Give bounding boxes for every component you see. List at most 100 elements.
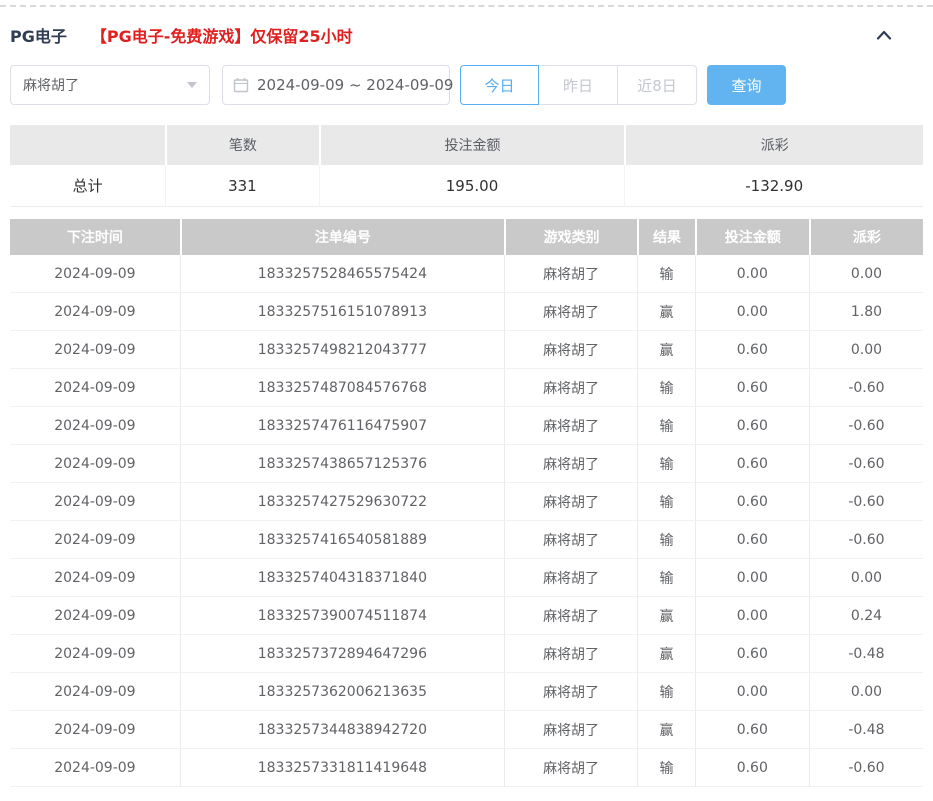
payout-cell: -0.60	[808, 521, 923, 559]
table-row: 2024-09-09 1833257344838942720 麻将胡了 赢 0.…	[10, 711, 923, 749]
payout-cell: 0.00	[808, 559, 923, 597]
header-bet-time: 下注时间	[10, 219, 180, 255]
query-button[interactable]: 查询	[707, 65, 786, 105]
payout-cell: 1.80	[808, 293, 923, 331]
bet-id-cell: 1833257416540581889	[179, 521, 504, 559]
caret-down-icon	[187, 82, 197, 88]
bet-time-cell: 2024-09-09	[10, 673, 180, 711]
game-type-cell: 麻将胡了	[503, 445, 638, 483]
bet-amount-cell: 0.60	[694, 635, 809, 673]
bet-amount-cell: 0.00	[694, 293, 809, 331]
bet-amount-cell: 0.60	[694, 483, 809, 521]
bet-amount-cell: 0.60	[694, 521, 809, 559]
summary-total-label: 总计	[10, 165, 166, 207]
bet-history-panel: PG电子 【PG电子-免费游戏】仅保留25小时 麻将胡了	[0, 24, 933, 787]
filter-bar: 麻将胡了 2024-09-09 ~ 2024-09-09 今日 昨日 近8日 查…	[10, 65, 923, 105]
game-type-cell: 麻将胡了	[503, 559, 638, 597]
game-type-cell: 麻将胡了	[503, 597, 638, 635]
game-type-cell: 麻将胡了	[503, 369, 638, 407]
panel-header: PG电子 【PG电子-免费游戏】仅保留25小时	[10, 24, 923, 46]
result-cell: 赢	[637, 711, 695, 749]
game-select[interactable]: 麻将胡了	[10, 65, 210, 105]
bet-time-cell: 2024-09-09	[10, 711, 180, 749]
table-row: 2024-09-09 1833257404318371840 麻将胡了 输 0.…	[10, 559, 923, 597]
bet-amount-cell: 0.60	[694, 331, 809, 369]
bet-id-cell: 1833257438657125376	[179, 445, 504, 483]
header-bet-id: 注单编号	[179, 219, 504, 255]
table-row: 2024-09-09 1833257427529630722 麻将胡了 输 0.…	[10, 483, 923, 521]
summary-table: 笔数 投注金额 派彩 总计 331 195.00 -132.90	[10, 125, 923, 207]
bet-id-cell: 1833257331811419648	[179, 749, 504, 787]
game-select-value: 麻将胡了	[23, 78, 79, 94]
quick-filter-group: 今日 昨日 近8日	[460, 65, 697, 105]
result-cell: 输	[637, 749, 695, 787]
table-row: 2024-09-09 1833257416540581889 麻将胡了 输 0.…	[10, 521, 923, 559]
game-type-cell: 麻将胡了	[503, 673, 638, 711]
payout-cell: -0.60	[808, 407, 923, 445]
game-type-cell: 麻将胡了	[503, 407, 638, 445]
payout-cell: -0.48	[808, 711, 923, 749]
game-type-cell: 麻将胡了	[503, 635, 638, 673]
header-payout: 派彩	[808, 219, 923, 255]
bet-time-cell: 2024-09-09	[10, 407, 180, 445]
table-row: 2024-09-09 1833257487084576768 麻将胡了 输 0.…	[10, 369, 923, 407]
game-type-cell: 麻将胡了	[503, 293, 638, 331]
summary-total-row: 总计 331 195.00 -132.90	[10, 165, 923, 207]
result-cell: 输	[637, 521, 695, 559]
bet-amount-cell: 0.00	[694, 255, 809, 293]
bet-amount-cell: 0.00	[694, 559, 809, 597]
payout-cell: 0.24	[808, 597, 923, 635]
bet-time-cell: 2024-09-09	[10, 749, 180, 787]
collapse-panel-button[interactable]	[873, 27, 895, 43]
bet-amount-cell: 0.60	[694, 445, 809, 483]
summary-header-payout: 派彩	[624, 125, 923, 165]
payout-cell: 0.00	[808, 331, 923, 369]
bet-time-cell: 2024-09-09	[10, 369, 180, 407]
payout-cell: 0.00	[808, 255, 923, 293]
quick-filter-yesterday[interactable]: 昨日	[539, 65, 618, 105]
bet-time-cell: 2024-09-09	[10, 559, 180, 597]
result-cell: 赢	[637, 293, 695, 331]
bet-time-cell: 2024-09-09	[10, 331, 180, 369]
payout-cell: 0.00	[808, 673, 923, 711]
table-row: 2024-09-09 1833257528465575424 麻将胡了 输 0.…	[10, 255, 923, 293]
bet-time-cell: 2024-09-09	[10, 255, 180, 293]
bet-id-cell: 1833257427529630722	[179, 483, 504, 521]
result-cell: 输	[637, 673, 695, 711]
bet-amount-cell: 0.00	[694, 597, 809, 635]
bet-time-cell: 2024-09-09	[10, 445, 180, 483]
table-row: 2024-09-09 1833257476116475907 麻将胡了 输 0.…	[10, 407, 923, 445]
bet-id-cell: 1833257390074511874	[179, 597, 504, 635]
quick-filter-today[interactable]: 今日	[460, 65, 539, 105]
summary-bet-amount-value: 195.00	[318, 165, 625, 207]
bet-amount-cell: 0.60	[694, 749, 809, 787]
table-row: 2024-09-09 1833257438657125376 麻将胡了 输 0.…	[10, 445, 923, 483]
bet-id-cell: 1833257372894647296	[179, 635, 504, 673]
bet-amount-cell: 0.60	[694, 407, 809, 445]
chevron-up-icon	[875, 29, 893, 44]
bet-id-cell: 1833257344838942720	[179, 711, 504, 749]
game-type-cell: 麻将胡了	[503, 521, 638, 559]
payout-cell: -0.48	[808, 635, 923, 673]
quick-filter-last8days[interactable]: 近8日	[618, 65, 697, 105]
payout-cell: -0.60	[808, 749, 923, 787]
top-dashed-divider	[0, 5, 933, 7]
date-range-value: 2024-09-09 ~ 2024-09-09	[257, 76, 454, 94]
game-type-cell: 麻将胡了	[503, 749, 638, 787]
result-cell: 赢	[637, 331, 695, 369]
bet-amount-cell: 0.60	[694, 369, 809, 407]
payout-cell: -0.60	[808, 483, 923, 521]
bet-id-cell: 1833257498212043777	[179, 331, 504, 369]
bet-table-header-row: 下注时间 注单编号 游戏类别 结果 投注金额 派彩	[10, 219, 923, 255]
result-cell: 输	[637, 445, 695, 483]
summary-header-count: 笔数	[165, 125, 319, 165]
summary-header-blank	[10, 125, 166, 165]
date-range-input[interactable]: 2024-09-09 ~ 2024-09-09	[222, 65, 454, 105]
bet-id-cell: 1833257362006213635	[179, 673, 504, 711]
header-bet-amount: 投注金额	[694, 219, 809, 255]
bet-table: 下注时间 注单编号 游戏类别 结果 投注金额 派彩 2024-09-09 183…	[10, 219, 923, 787]
table-row: 2024-09-09 1833257390074511874 麻将胡了 赢 0.…	[10, 597, 923, 635]
provider-title: PG电子	[10, 27, 67, 46]
game-type-cell: 麻将胡了	[503, 483, 638, 521]
result-cell: 输	[637, 369, 695, 407]
